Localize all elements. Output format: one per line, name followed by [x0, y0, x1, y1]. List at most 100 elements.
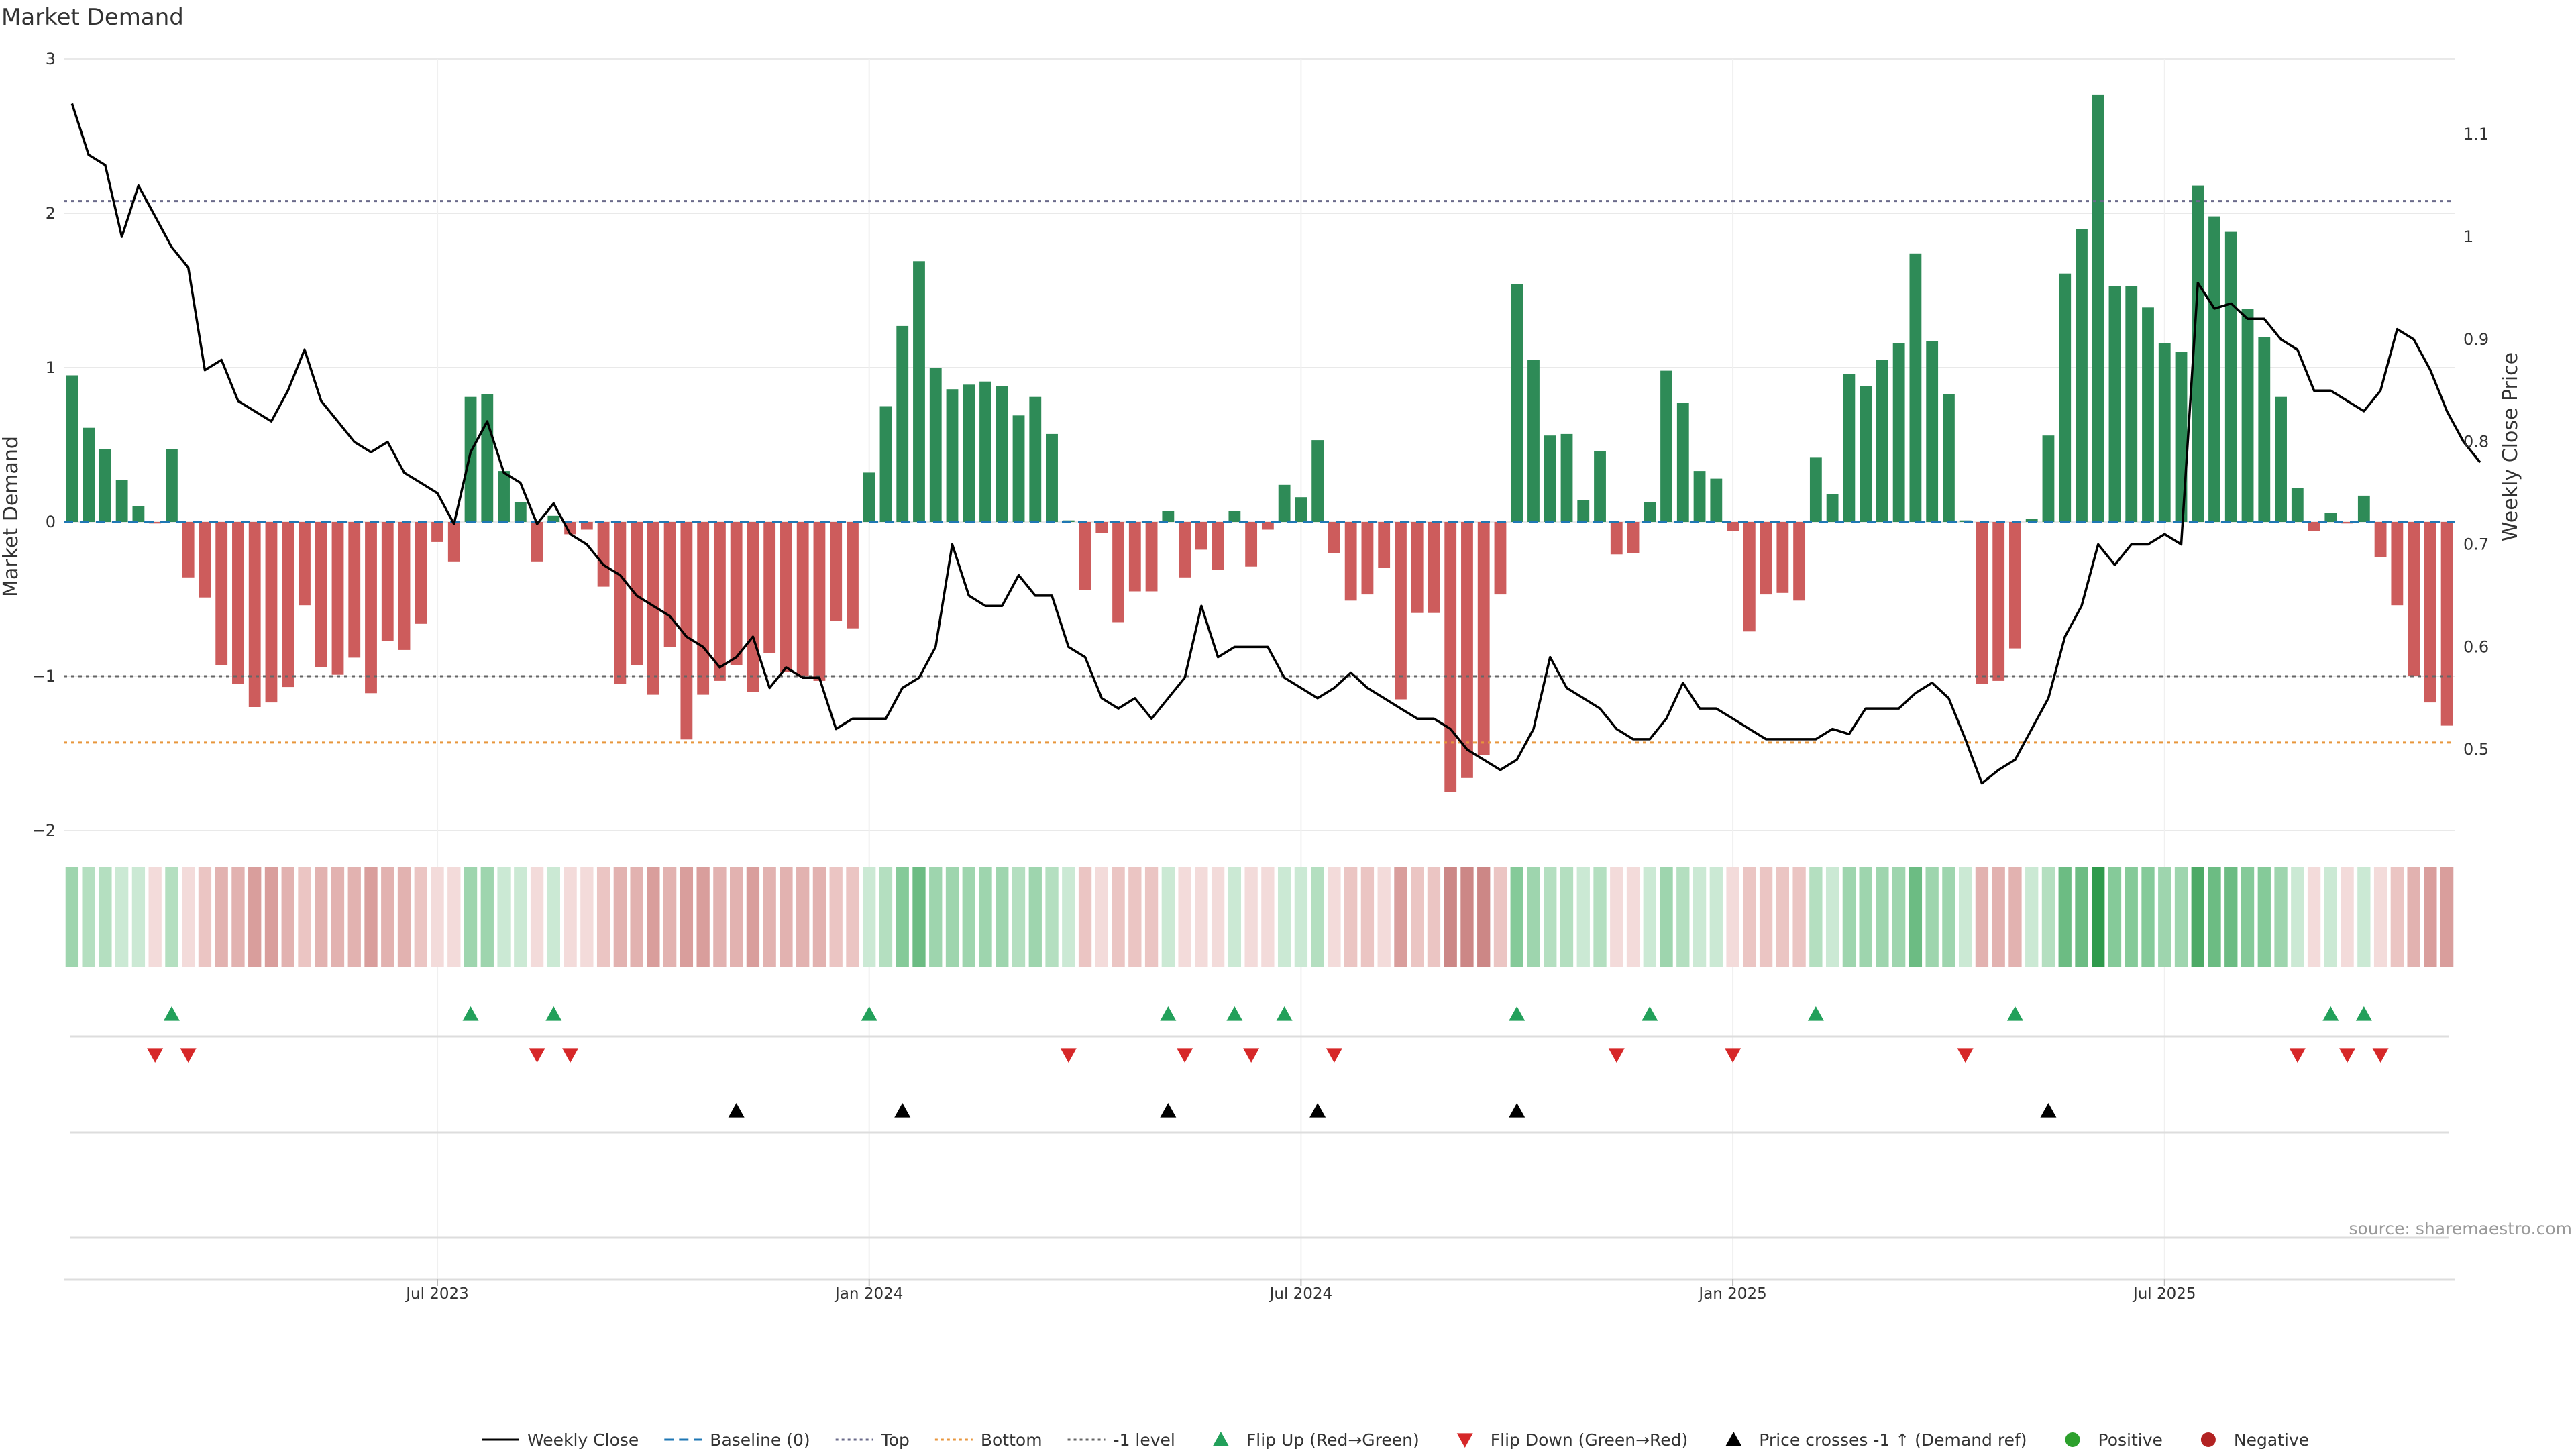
price-cross-marker — [728, 1103, 745, 1118]
strip-cell — [99, 867, 112, 967]
strip-cell — [2041, 867, 2055, 967]
strip-cell — [879, 867, 893, 967]
demand-bar — [2224, 231, 2237, 522]
strip-cell — [82, 867, 95, 967]
demand-bar — [1311, 440, 1324, 522]
demand-bar — [2324, 513, 2337, 522]
right-tick-label: 1 — [2463, 227, 2473, 246]
left-axis: 3 2 1 0 −1 −2 Market Demand — [0, 50, 56, 840]
demand-bar — [879, 406, 892, 522]
right-tick-label: 1.1 — [2463, 125, 2489, 144]
demand-bar — [1411, 522, 1424, 613]
demand-bar — [232, 522, 244, 684]
left-tick-label: −2 — [32, 821, 56, 840]
demand-bar — [2142, 307, 2154, 522]
demand-bar — [498, 471, 510, 522]
strip-cell — [1693, 867, 1707, 967]
legend-icon-negative — [2200, 1432, 2216, 1447]
demand-bar — [747, 522, 759, 692]
right-tick-label: 0.6 — [2463, 637, 2489, 656]
flip-up-marker — [2355, 1006, 2372, 1021]
price-cross-marker — [2040, 1103, 2057, 1118]
demand-bar — [946, 389, 959, 522]
strip-cell — [331, 867, 345, 967]
strip-cell — [530, 867, 544, 967]
strip-cell — [131, 867, 146, 967]
legend-icon-cross — [1725, 1432, 1742, 1446]
demand-bar — [2192, 185, 2204, 522]
strip-cell — [2390, 867, 2404, 967]
demand-bar — [331, 522, 344, 675]
strip-cell — [746, 867, 760, 967]
legend-icon-flip-up — [1212, 1432, 1229, 1446]
strip-cell — [2025, 867, 2039, 967]
legend-label: Positive — [2098, 1430, 2163, 1449]
demand-bar — [1079, 522, 1091, 590]
demand-bar — [1710, 478, 1723, 522]
strip-cell — [1294, 867, 1308, 967]
demand-bar — [680, 522, 693, 740]
strip-cell — [1510, 867, 1523, 967]
demand-bar — [398, 522, 411, 650]
strip-cell — [2424, 867, 2437, 967]
strip-cell — [1394, 867, 1407, 967]
flip-down-marker — [562, 1048, 579, 1063]
strip-cell — [1942, 867, 1955, 967]
strip-cell — [115, 867, 129, 967]
strip-cell — [1128, 867, 1142, 967]
demand-bar — [580, 522, 593, 530]
strip-cell — [763, 867, 776, 967]
demand-bar — [2108, 286, 2121, 522]
strip-cell — [2208, 867, 2221, 967]
demand-bar — [248, 522, 261, 707]
strip-cell — [497, 867, 511, 967]
strip-cell — [647, 867, 660, 967]
strip-cell — [1427, 867, 1441, 967]
demand-bar — [1926, 341, 1939, 522]
demand-bar — [215, 522, 228, 665]
demand-bar — [1876, 360, 1888, 522]
strip-cell — [1311, 867, 1324, 967]
strip-cell — [2092, 867, 2105, 967]
strip-cell — [1161, 867, 1175, 967]
strip-cell — [298, 867, 311, 967]
strip-cell — [1643, 867, 1656, 967]
right-tick-label: 0.7 — [2463, 535, 2489, 554]
demand-bar — [1793, 522, 1806, 601]
left-axis-label: Market Demand — [0, 436, 23, 597]
demand-bar — [1261, 522, 1274, 530]
demand-bar — [564, 522, 576, 535]
demand-bar — [1046, 433, 1058, 522]
x-tick-label: Jul 2025 — [2132, 1285, 2196, 1303]
strip-cell — [1759, 867, 1773, 967]
demand-bar — [1627, 522, 1640, 553]
flip-up-marker — [163, 1006, 180, 1021]
demand-bar — [730, 522, 743, 665]
strip-cell — [1626, 867, 1640, 967]
demand-bar — [2291, 488, 2304, 522]
strip-cell — [996, 867, 1009, 967]
strip-cell — [713, 867, 727, 967]
flip-down-marker — [1608, 1048, 1625, 1063]
demand-bar — [1145, 522, 1158, 592]
strip-cell — [1493, 867, 1507, 967]
strip-cell — [2291, 867, 2304, 967]
demand-bar — [115, 480, 128, 522]
strip-cell — [431, 867, 444, 967]
demand-bar — [597, 522, 610, 587]
demand-bar — [2208, 216, 2220, 522]
demand-bar — [132, 506, 145, 522]
strip-cell — [1211, 867, 1225, 967]
strip-cell — [2407, 867, 2420, 967]
flip-down-marker — [1326, 1048, 1342, 1063]
demand-bar — [1295, 497, 1307, 522]
demand-bar — [1511, 284, 1523, 522]
demand-bar — [365, 522, 377, 694]
demand-bar — [1992, 522, 2005, 681]
demand-bar — [830, 522, 843, 621]
strip-cell — [1078, 867, 1092, 967]
strip-cell — [397, 867, 411, 967]
strip-cell — [564, 867, 577, 967]
strip-cell — [1959, 867, 1972, 967]
demand-bar — [647, 522, 659, 695]
